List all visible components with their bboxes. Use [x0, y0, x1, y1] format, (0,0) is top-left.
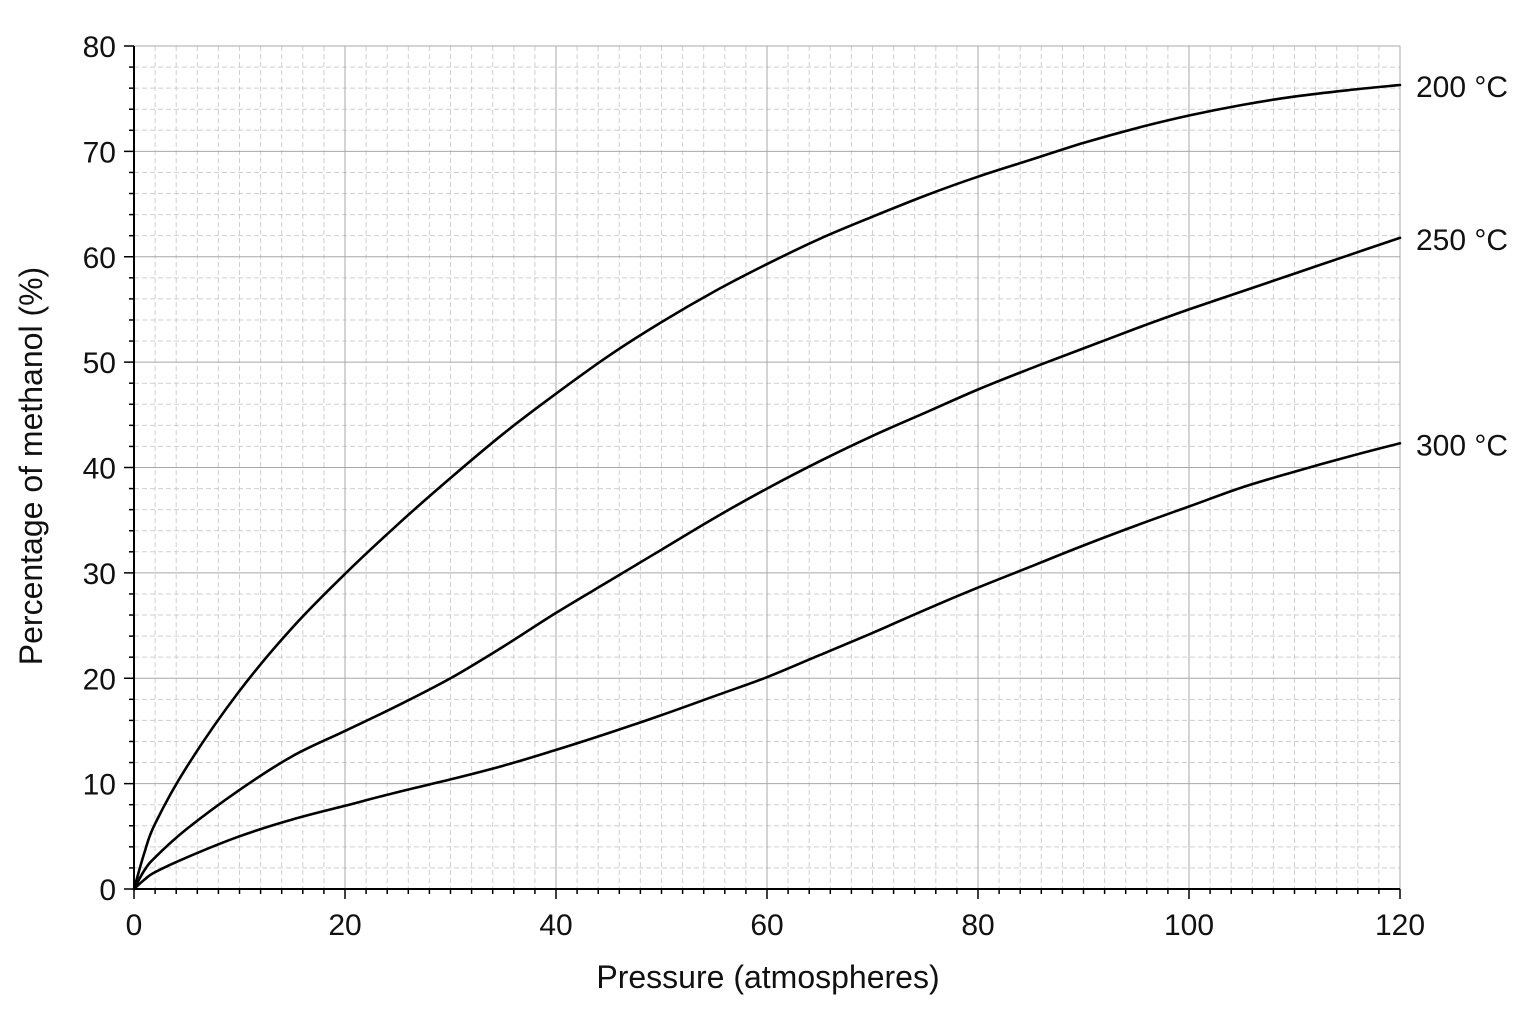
x-tick-label: 100 — [1164, 909, 1214, 942]
y-tick-label: 60 — [83, 242, 116, 275]
series-200c-line — [132, 83, 1402, 891]
y-tick-label: 50 — [83, 347, 116, 380]
y-tick-label: 40 — [83, 453, 116, 486]
series-lines — [132, 83, 1402, 891]
y-tick-label: 70 — [83, 136, 116, 169]
y-tick-label: 0 — [99, 874, 116, 907]
series-250c-label: 250 °C — [1416, 224, 1508, 257]
y-tick-label: 80 — [83, 31, 116, 64]
x-tick-labels: 0 20 40 60 80 100 120 — [126, 909, 1425, 942]
x-axis-title: Pressure (atmospheres) — [596, 959, 939, 995]
y-tick-label: 30 — [83, 558, 116, 591]
y-tick-labels: 0 10 20 30 40 50 60 70 80 — [83, 31, 116, 907]
series-200c-label: 200 °C — [1416, 71, 1508, 104]
y-tick-label: 10 — [83, 769, 116, 802]
series-250c-line — [132, 236, 1402, 891]
axis-ticks — [124, 45, 1401, 899]
x-tick-label: 0 — [126, 909, 143, 942]
x-tick-label: 40 — [539, 909, 572, 942]
x-tick-label: 60 — [750, 909, 783, 942]
series-labels: 200 °C 250 °C 300 °C — [1416, 71, 1508, 462]
x-tick-label: 120 — [1375, 909, 1425, 942]
series-300c-line — [132, 442, 1402, 891]
x-tick-label: 80 — [961, 909, 994, 942]
series-300c-label: 300 °C — [1416, 429, 1508, 462]
x-tick-label: 20 — [328, 909, 361, 942]
y-tick-label: 20 — [83, 663, 116, 696]
y-axis-title: Percentage of methanol (%) — [13, 267, 49, 665]
